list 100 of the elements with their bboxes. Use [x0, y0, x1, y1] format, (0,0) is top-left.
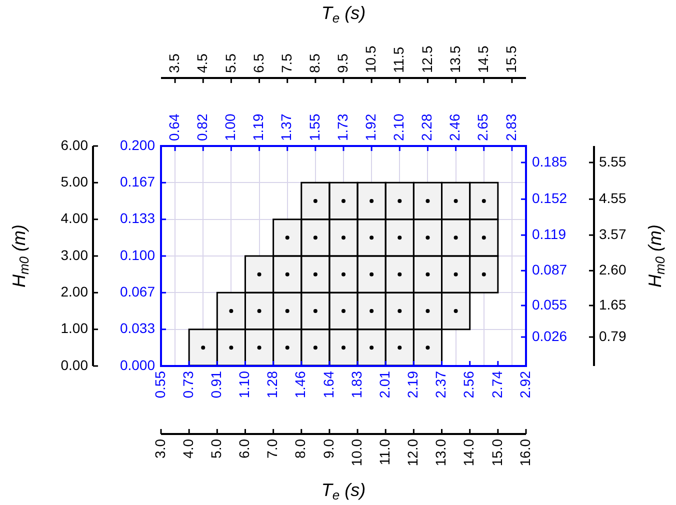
text: 1.73 [334, 114, 350, 141]
text: 0.167 [120, 174, 156, 190]
text: 2.65 [474, 114, 491, 141]
point [454, 309, 458, 313]
y2-tick-label: 1.65 [599, 296, 626, 312]
x-tick-label: 10.0 [348, 438, 364, 466]
x-tick-label: 12.0 [404, 438, 421, 466]
text: 1.00 [222, 114, 238, 141]
point [454, 272, 458, 276]
y-tick-label: 0.00 [60, 356, 88, 373]
x2-tick-label: 14.5 [474, 46, 491, 73]
point [426, 272, 430, 276]
point [482, 272, 486, 276]
text: 0.026 [532, 328, 568, 344]
point [370, 272, 374, 276]
x-tick-label: 14.0 [460, 438, 477, 466]
text: 0.82 [194, 114, 210, 141]
text: 0.55 [152, 370, 168, 398]
x-tick-label: 15.0 [488, 438, 505, 466]
point [342, 236, 346, 240]
y-axis-title: Hm0 (m) [9, 224, 32, 288]
text: 0.133 [120, 210, 156, 226]
text: 0.067 [120, 284, 156, 300]
text: 1.46 [292, 370, 308, 398]
point [370, 309, 374, 313]
text: 1.55 [306, 114, 322, 141]
point [313, 199, 318, 203]
text: 0.055 [532, 296, 568, 312]
y-tick-label: 3.00 [60, 246, 88, 263]
x2-tick-label: 5.5 [222, 53, 238, 73]
point [313, 346, 318, 350]
text: 0.087 [532, 262, 568, 278]
x2-tick-label: 10.5 [362, 46, 379, 73]
point [398, 346, 402, 350]
x2-tick-label: 11.5 [390, 46, 407, 73]
point [313, 236, 318, 240]
text: 2.83 [502, 114, 519, 141]
x-tick-label: 3.0 [152, 438, 168, 458]
text: 1.92 [362, 114, 378, 141]
point [229, 309, 234, 313]
text: 1.10 [236, 370, 252, 398]
point [342, 199, 346, 203]
x2-tick-label: 9.5 [334, 53, 351, 73]
x-tick-label: 4.0 [180, 438, 196, 458]
x-tick-label: 16.0 [516, 438, 533, 466]
text: 1.28 [264, 370, 280, 398]
y-tick-label: 6.00 [60, 136, 88, 153]
text: 2.19 [404, 370, 421, 398]
x-tick-label: 13.0 [432, 438, 449, 466]
text: 0.119 [532, 226, 566, 242]
point [398, 236, 402, 240]
x-tick-label: 6.0 [236, 438, 252, 458]
point [426, 199, 430, 203]
point [201, 346, 206, 350]
point [398, 272, 402, 276]
y2-tick-label: 4.55 [599, 190, 626, 206]
x-tick-label: 5.0 [208, 438, 224, 458]
x-tick-label: 7.0 [264, 438, 280, 458]
x2-tick-label: 7.5 [278, 53, 294, 73]
text: 2.92 [516, 370, 533, 398]
point [342, 346, 346, 350]
x2-tick-label: 15.5 [503, 46, 520, 73]
text: 0.152 [532, 190, 568, 206]
y-tick-label: 1.00 [60, 320, 88, 336]
text: 0.000 [120, 356, 156, 373]
x-tick-label: 9.0 [320, 438, 336, 458]
point [426, 346, 430, 350]
text: 1.19 [250, 114, 266, 141]
point [285, 309, 290, 313]
x2-tick-label: 13.5 [446, 46, 463, 73]
point [285, 236, 290, 240]
point [482, 199, 486, 203]
point [398, 199, 402, 203]
y2-tick-label: 3.57 [599, 226, 626, 242]
point [342, 272, 346, 276]
point [285, 346, 290, 350]
point [257, 309, 262, 313]
point [313, 272, 318, 276]
y2-axis-title: Hm0 (m) [645, 224, 668, 288]
point [482, 236, 486, 240]
point [370, 236, 374, 240]
text: 0.73 [180, 370, 196, 398]
point [398, 309, 402, 313]
y-tick-label: 2.00 [60, 284, 88, 300]
x2-tick-label: 3.5 [166, 53, 182, 73]
text: 0.185 [532, 153, 568, 170]
point [285, 272, 290, 276]
text: 2.74 [488, 370, 505, 398]
x-tick-label: 8.0 [292, 438, 308, 458]
x2-tick-label: 4.5 [194, 53, 210, 73]
point [342, 309, 346, 313]
text: 1.83 [348, 370, 364, 398]
point [370, 199, 374, 203]
text: 1.37 [278, 114, 294, 141]
y-tick-label: 4.00 [60, 210, 88, 226]
text: 1.64 [320, 370, 336, 398]
text: 2.01 [376, 370, 392, 398]
point [454, 236, 458, 240]
text: 0.64 [166, 114, 182, 141]
point [454, 199, 458, 203]
